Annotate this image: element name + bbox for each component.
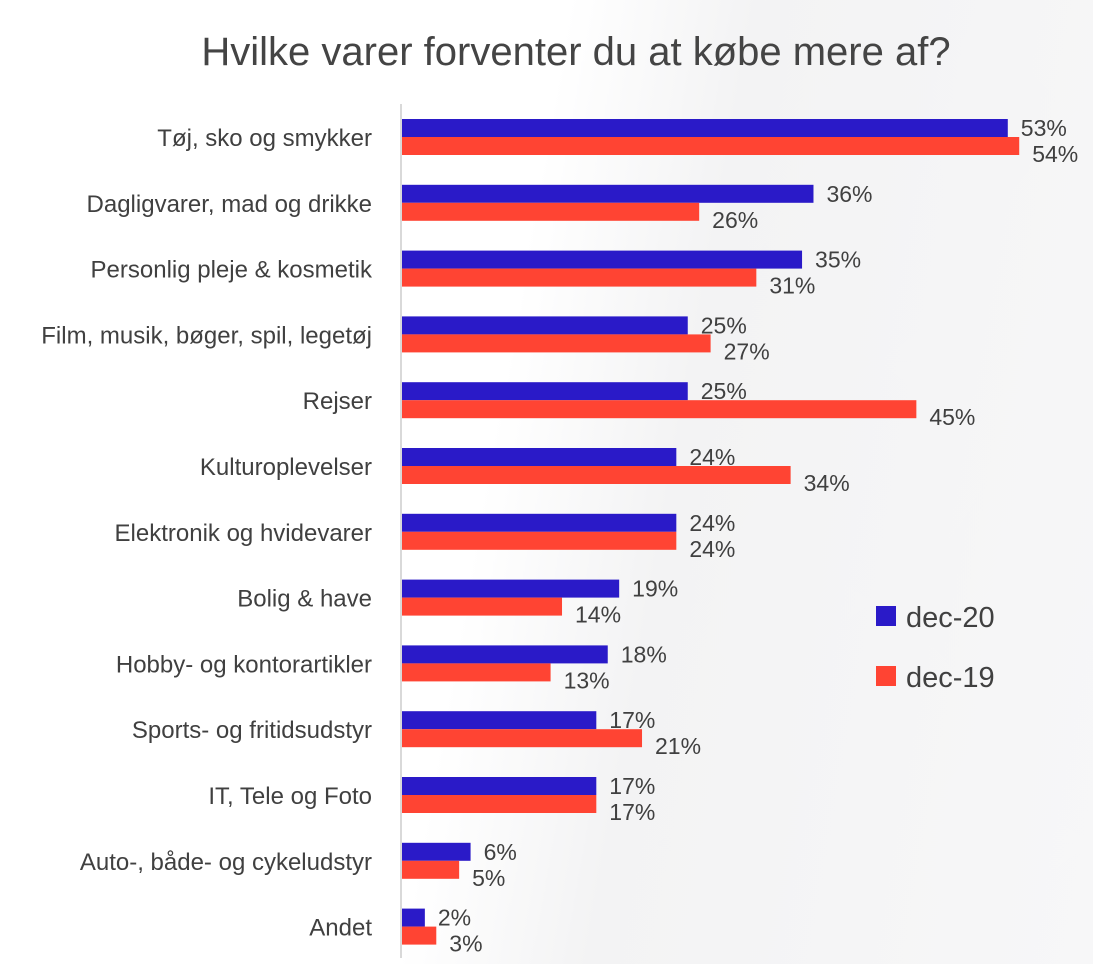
bar-dec20 xyxy=(402,513,677,532)
data-label: 24% xyxy=(689,536,735,562)
legend-label: dec-19 xyxy=(906,662,995,694)
category-label: Elektronik og hvidevarer xyxy=(115,520,372,547)
category-label: IT, Tele og Foto xyxy=(208,783,372,810)
category-label: Film, musik, bøger, spil, legetøj xyxy=(41,322,372,349)
bar-dec20 xyxy=(402,908,425,927)
bar-dec19 xyxy=(402,729,643,748)
bar-dec19 xyxy=(402,137,1020,155)
category-label: Personlig pleje & kosmetik xyxy=(91,257,373,284)
data-label: 21% xyxy=(655,733,701,759)
data-label: 3% xyxy=(449,931,482,957)
bar-dec19 xyxy=(402,663,551,682)
data-label: 27% xyxy=(724,338,770,364)
data-label: 31% xyxy=(769,273,815,299)
data-label: 5% xyxy=(472,865,505,891)
legend-swatch xyxy=(876,606,896,626)
bar-dec19 xyxy=(402,202,700,221)
bar-dec20 xyxy=(402,842,471,861)
category-label: Sports- og fritidsudstyr xyxy=(132,717,372,744)
bar-dec19 xyxy=(402,334,711,353)
category-label: Hobby- og kontorartikler xyxy=(116,651,372,678)
bar-dec19 xyxy=(402,926,437,945)
bar-dec20 xyxy=(402,448,677,466)
data-label: 13% xyxy=(564,667,610,693)
bar-dec19 xyxy=(402,597,563,616)
bar-dec20 xyxy=(402,579,620,598)
bar-dec19 xyxy=(402,400,917,419)
category-label: Auto-, både- og cykeludstyr xyxy=(80,849,372,876)
data-label: 17% xyxy=(609,773,655,799)
legend-swatch xyxy=(876,666,896,686)
legend-label: dec-20 xyxy=(906,602,995,634)
category-label: Dagligvarer, mad og drikke xyxy=(87,191,372,218)
data-label: 36% xyxy=(826,181,872,207)
data-label: 25% xyxy=(701,378,747,404)
data-label: 17% xyxy=(609,707,655,733)
category-label: Bolig & have xyxy=(237,586,372,613)
data-label: 19% xyxy=(632,576,678,602)
data-label: 54% xyxy=(1032,141,1078,167)
data-label: 24% xyxy=(689,444,735,470)
bar-dec19 xyxy=(402,268,757,287)
bar-dec20 xyxy=(402,777,597,795)
data-label: 18% xyxy=(621,641,667,667)
data-label: 53% xyxy=(1021,115,1067,141)
category-label: Tøj, sko og smykker xyxy=(157,125,372,152)
bar-dec20 xyxy=(402,382,688,401)
data-label: 34% xyxy=(804,470,850,496)
category-label: Kulturoplevelser xyxy=(200,454,372,481)
data-label: 17% xyxy=(609,799,655,825)
bar-dec20 xyxy=(402,184,814,203)
data-label: 2% xyxy=(438,905,471,931)
bar-dec20 xyxy=(402,316,688,335)
data-label: 26% xyxy=(712,207,758,233)
data-label: 24% xyxy=(689,510,735,536)
bar-dec20 xyxy=(402,711,597,730)
data-label: 25% xyxy=(701,312,747,338)
bar-dec19 xyxy=(402,860,460,879)
category-label: Andet xyxy=(309,915,372,942)
chart-title: Hvilke varer forventer du at købe mere a… xyxy=(201,30,951,74)
bar-dec19 xyxy=(402,531,677,550)
category-label: Rejser xyxy=(303,388,372,415)
data-label: 6% xyxy=(484,839,517,865)
bar-dec19 xyxy=(402,466,791,484)
data-label: 45% xyxy=(929,404,975,430)
bar-dec20 xyxy=(402,119,1008,137)
bar-dec20 xyxy=(402,645,608,664)
data-label: 35% xyxy=(815,247,861,273)
bar-dec20 xyxy=(402,250,803,269)
data-label: 14% xyxy=(575,602,621,628)
bar-dec19 xyxy=(402,795,597,813)
